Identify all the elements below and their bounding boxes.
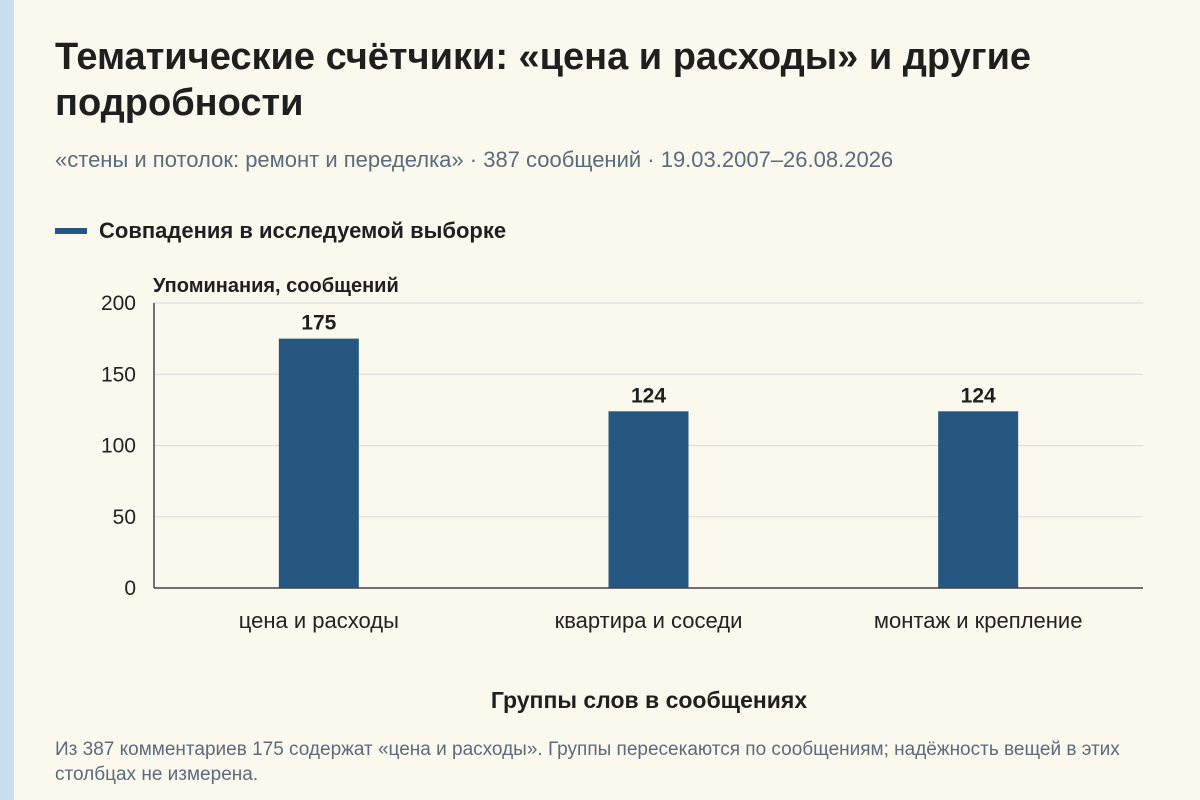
x-axis-title: Группы слов в сообщениях bbox=[491, 687, 807, 713]
bar bbox=[938, 411, 1019, 588]
y-tick-labels: 0 50 100 150 200 bbox=[101, 292, 136, 600]
data-label: 124 bbox=[631, 384, 666, 407]
y-axis-title: Упоминания, сообщений bbox=[153, 275, 399, 297]
chart-subtitle: «стены и потолок: ремонт и переделка» · … bbox=[55, 147, 894, 172]
legend: Совпадения в исследуемой выборке bbox=[55, 218, 506, 244]
bar bbox=[278, 338, 359, 588]
x-category-labels: цена и расходы квартира и соседи монтаж и … bbox=[239, 608, 1083, 633]
x-category-label: квартира и соседи bbox=[555, 608, 743, 633]
y-tick-label: 50 bbox=[113, 506, 136, 529]
data-labels: 175 124 124 bbox=[301, 312, 996, 408]
bar bbox=[608, 411, 689, 588]
axes bbox=[153, 303, 1143, 589]
left-accent-strip bbox=[0, 0, 14, 800]
data-label: 124 bbox=[961, 384, 996, 407]
y-tick-label: 200 bbox=[101, 292, 136, 315]
chart-title: Тематические счётчики: «цена и расходы» … bbox=[55, 36, 1032, 124]
y-tick-label: 100 bbox=[101, 435, 136, 458]
legend-swatch bbox=[55, 228, 87, 234]
data-label: 175 bbox=[301, 312, 336, 335]
x-category-label: цена и расходы bbox=[239, 608, 399, 633]
x-category-label: монтаж и крепление bbox=[874, 608, 1083, 633]
bars bbox=[278, 338, 1019, 588]
legend-label: Совпадения в исследуемой выборке bbox=[99, 218, 507, 243]
chart-caption: Из 387 комментариев 175 содержат «цена и… bbox=[55, 739, 1120, 785]
y-tick-label: 0 bbox=[124, 577, 136, 600]
y-tick-label: 150 bbox=[101, 363, 136, 386]
